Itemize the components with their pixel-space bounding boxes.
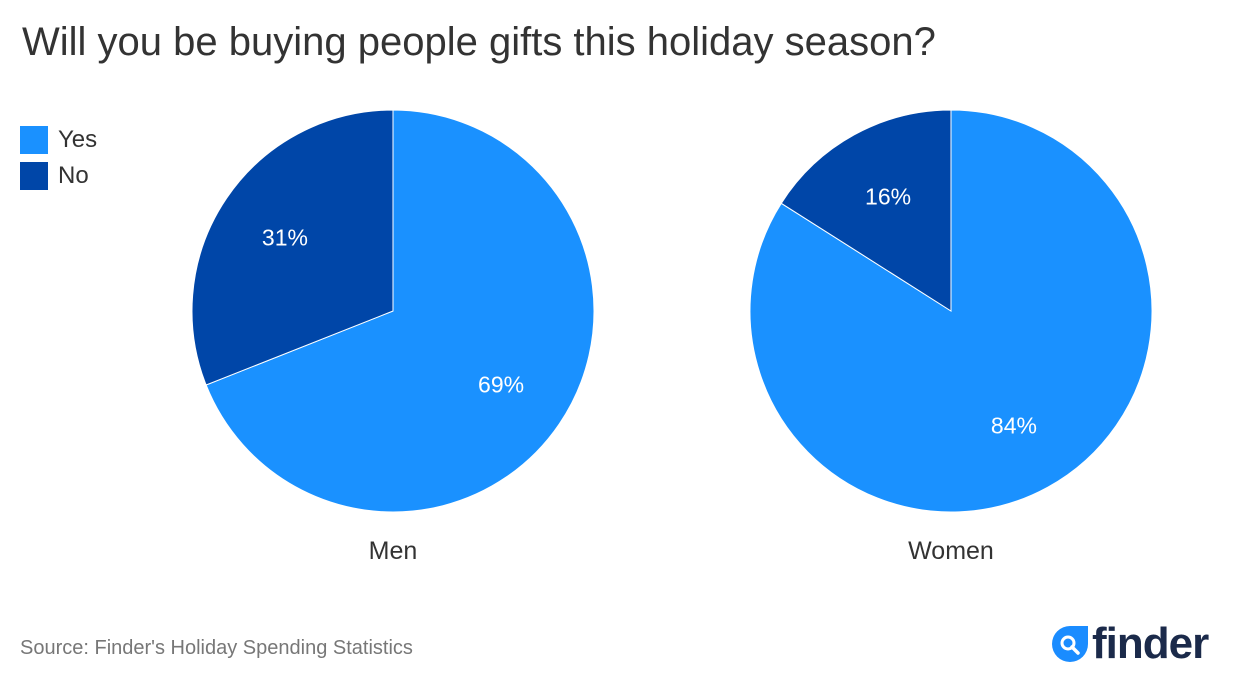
pie-title-men: Men bbox=[369, 537, 418, 565]
legend-item-yes: Yes bbox=[20, 122, 97, 158]
legend-item-no: No bbox=[20, 158, 97, 194]
data-label-men-no: 31% bbox=[262, 225, 308, 251]
finder-logo: finder bbox=[1052, 619, 1209, 668]
legend: Yes No bbox=[20, 122, 97, 194]
chart-title: Will you be buying people gifts this hol… bbox=[22, 20, 936, 64]
legend-label-yes: Yes bbox=[58, 126, 98, 153]
source-note: Source: Finder's Holiday Spending Statis… bbox=[20, 637, 413, 659]
pie-title-women: Women bbox=[908, 537, 994, 565]
pie-slice-men-no bbox=[191, 109, 394, 386]
pie-slice-women-no bbox=[780, 109, 952, 312]
data-label-women-yes: 84% bbox=[991, 412, 1037, 438]
data-label-men-yes: 69% bbox=[478, 371, 524, 397]
finder-drop-icon bbox=[1052, 626, 1088, 662]
pie-slice-men-yes bbox=[205, 109, 595, 513]
finder-logo-text: finder bbox=[1092, 619, 1209, 668]
legend-label-no: No bbox=[58, 162, 89, 189]
legend-swatch-no bbox=[20, 162, 48, 190]
data-label-women-no: 16% bbox=[865, 184, 911, 210]
legend-swatch-yes bbox=[20, 126, 48, 154]
